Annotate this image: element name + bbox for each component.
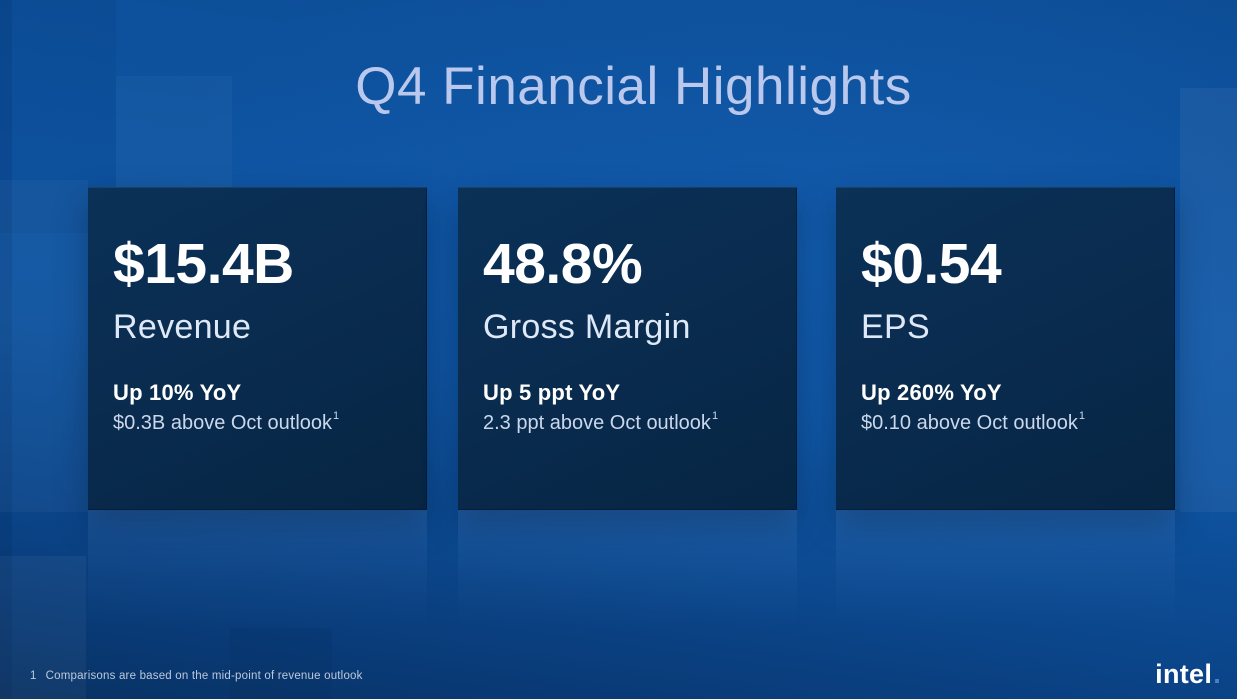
gross-margin-detail-text: 2.3 ppt above Oct outlook [483,412,711,434]
background-shape [230,628,332,699]
card-eps: $0.54 EPS Up 260% YoY $0.10 above Oct ou… [836,187,1175,510]
intel-logo: intel. [1155,659,1221,690]
card-revenue: $15.4B Revenue Up 10% YoY $0.3B above Oc… [88,187,427,510]
footnote-ref: 1 [711,410,719,423]
background-shape [1180,88,1237,512]
highlight-cards: $15.4B Revenue Up 10% YoY $0.3B above Oc… [88,187,1175,510]
card-reflection [88,510,427,628]
slide-title: Q4 Financial Highlights [355,57,912,116]
card-reflection [458,510,797,628]
card-reflection [836,510,1175,628]
footnote-marker: 1 [30,670,37,682]
revenue-value: $15.4B [113,232,294,296]
card-reflections [88,510,1175,628]
footnote: 1 Comparisons are based on the mid-point … [30,670,363,682]
background-shape [0,0,12,699]
revenue-label: Revenue [113,308,252,346]
footnote-ref: 1 [1078,410,1085,423]
eps-change: Up 260% YoY [861,380,1002,405]
card-gross-margin: 48.8% Gross Margin Up 5 ppt YoY 2.3 ppt … [458,187,797,510]
gross-margin-change: Up 5 ppt YoY [483,380,621,405]
gross-margin-label: Gross Margin [483,308,691,346]
footnote-ref: 1 [333,410,340,423]
revenue-detail-text: $0.3B above Oct outlook [113,412,333,434]
eps-value: $0.54 [861,232,1002,296]
eps-detail-text: $0.10 above Oct outlook [861,412,1078,434]
intel-logo-dot: . [1213,659,1221,689]
background-shape [0,180,88,512]
intel-logo-text: intel [1155,659,1213,689]
eps-detail: $0.10 above Oct outlook1 [861,410,1153,435]
revenue-change: Up 10% YoY [113,380,242,405]
gross-margin-detail: 2.3 ppt above Oct outlook1 [483,410,775,435]
revenue-detail: $0.3B above Oct outlook1 [113,410,405,435]
eps-label: EPS [861,308,930,346]
gross-margin-value: 48.8% [483,232,643,296]
footnote-text: Comparisons are based on the mid-point o… [45,670,363,682]
